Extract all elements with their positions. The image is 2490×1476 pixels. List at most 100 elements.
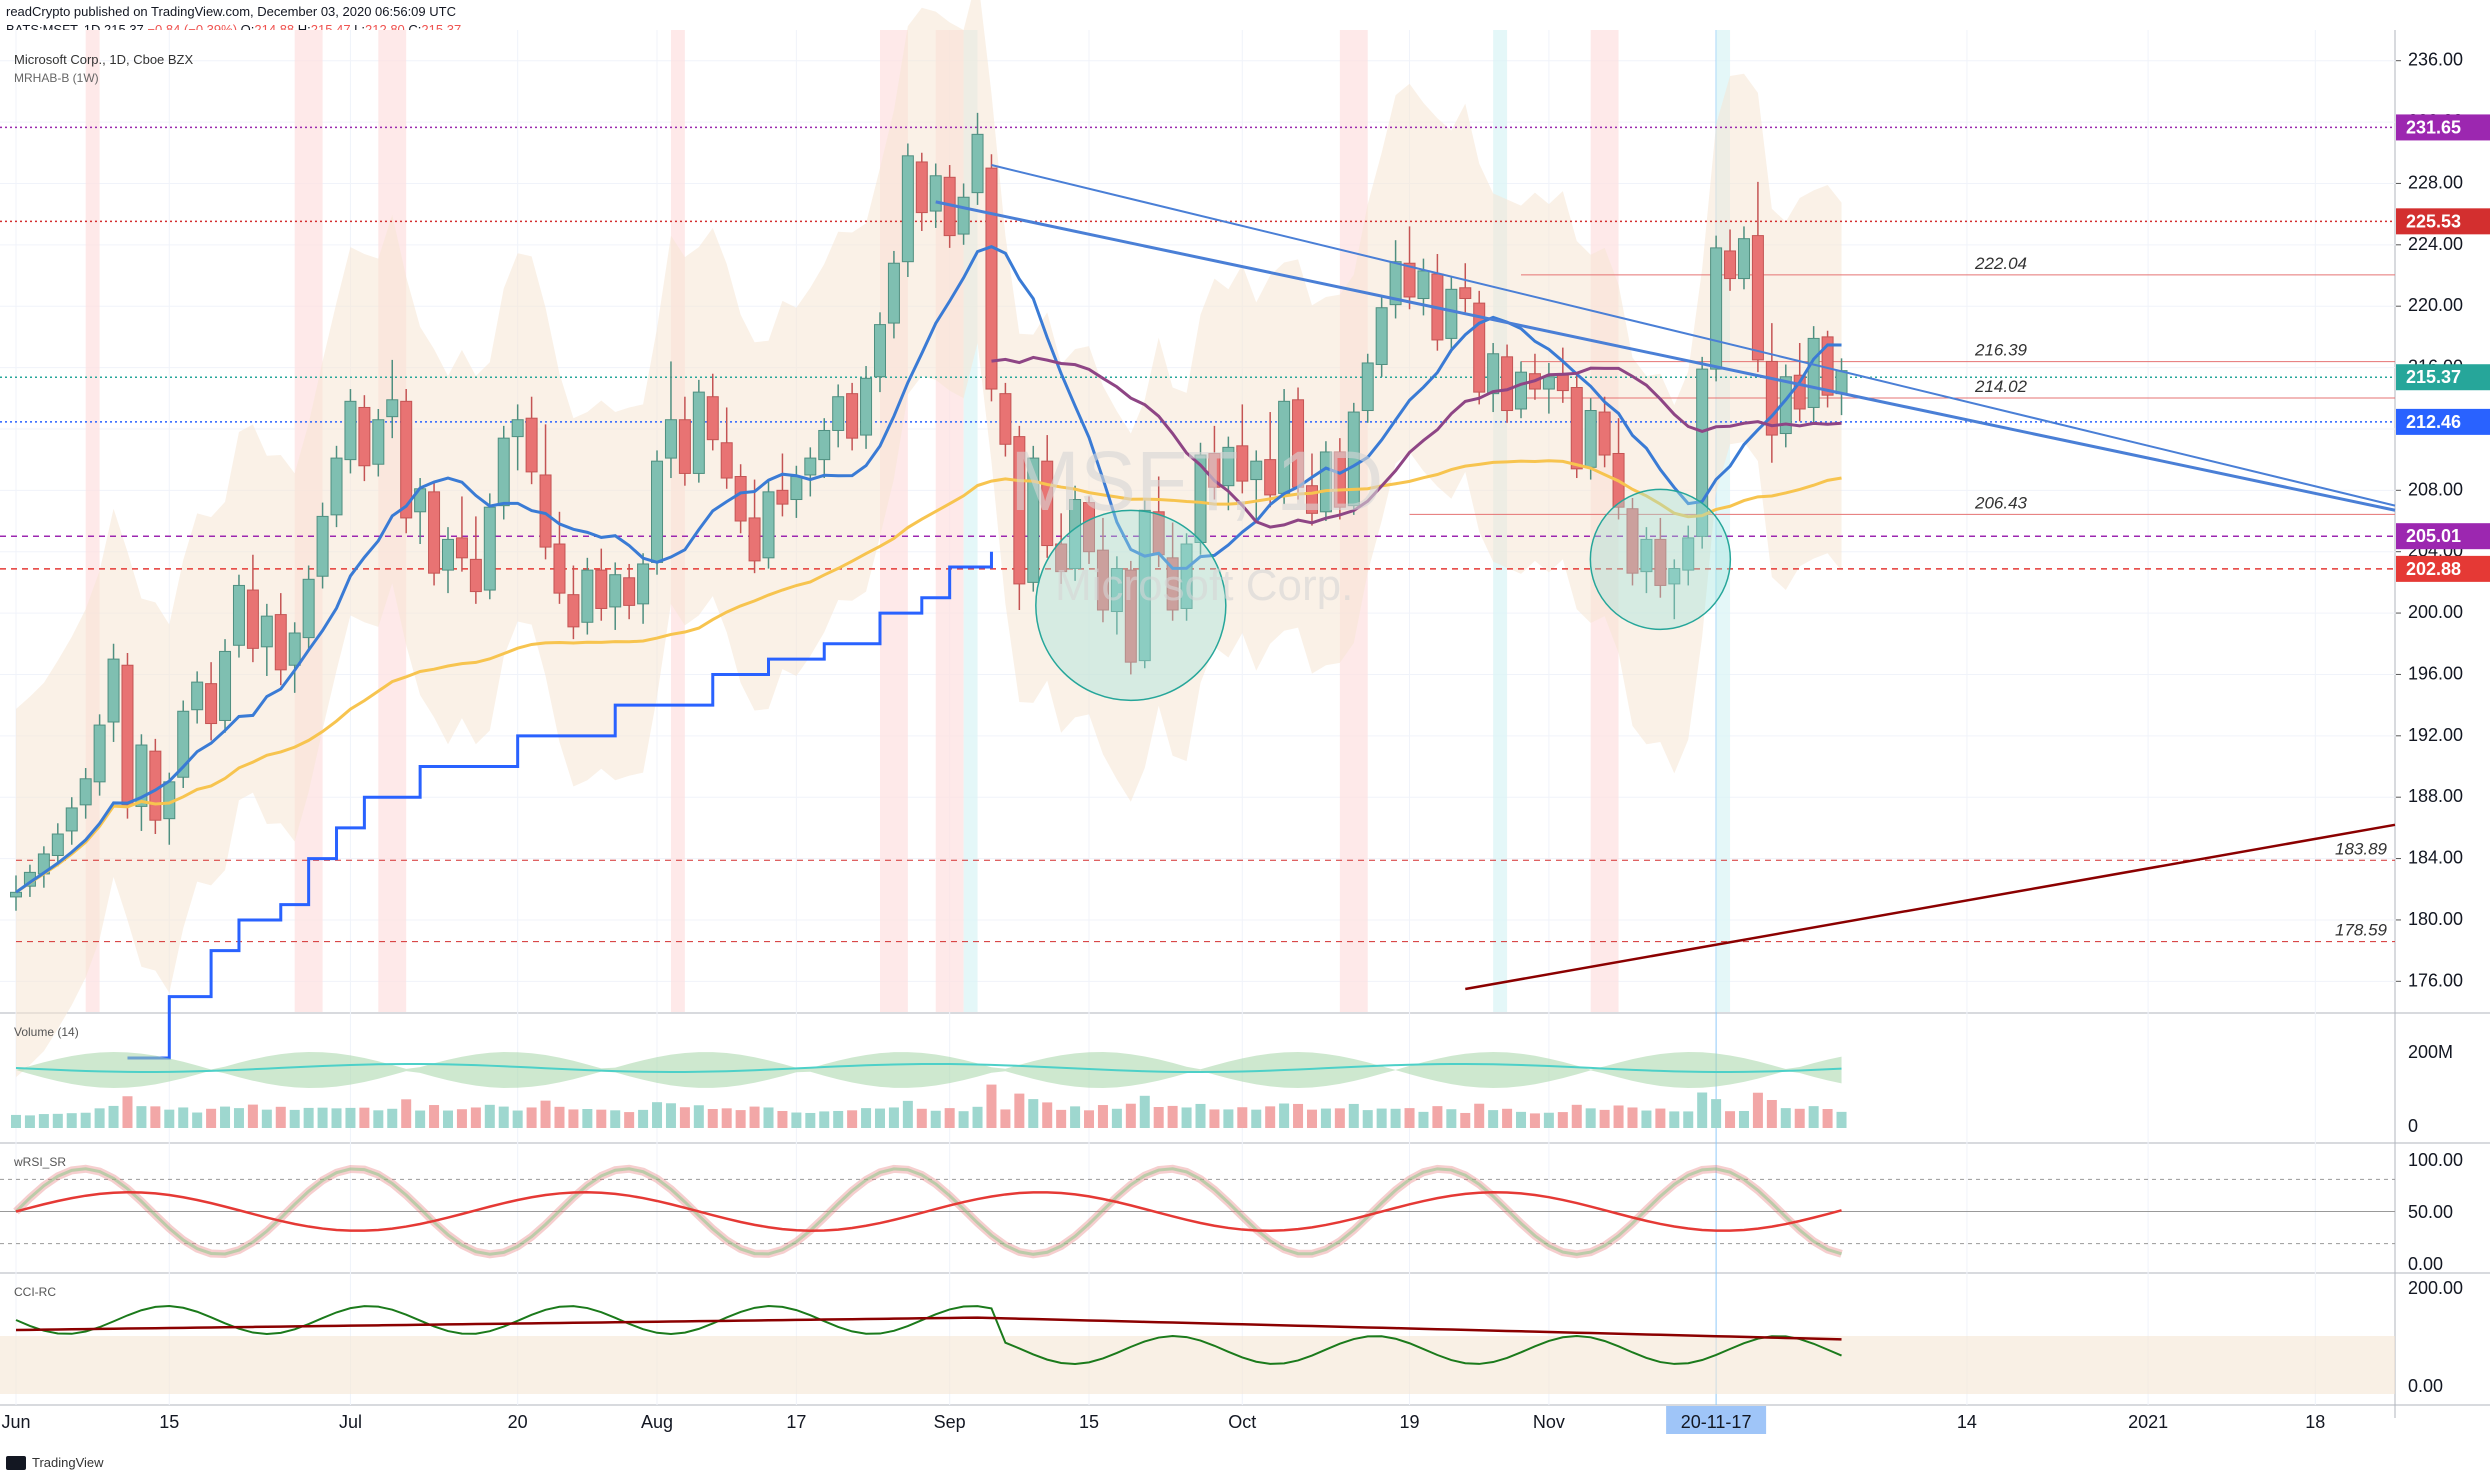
- candle-body: [915, 161, 928, 214]
- volume-bar: [1571, 1104, 1582, 1128]
- volume-bar: [1669, 1111, 1680, 1128]
- rsi-line: [14, 1167, 1842, 1256]
- price-level-badge: [2396, 208, 2490, 235]
- volume-bar: [1641, 1110, 1652, 1128]
- volume-bar: [303, 1107, 314, 1128]
- volume-bar: [1014, 1093, 1025, 1128]
- bottom-circle-right: [1589, 488, 1732, 631]
- x-tick-label: Aug: [641, 1412, 673, 1432]
- volume-bar: [373, 1110, 384, 1128]
- volume-bar: [1070, 1106, 1081, 1128]
- candle-body: [1417, 270, 1430, 300]
- candle-body: [623, 577, 636, 606]
- candle-body: [1696, 368, 1709, 537]
- volume-bar: [1529, 1113, 1540, 1128]
- volume-bar: [693, 1105, 704, 1128]
- candle-body: [288, 632, 301, 666]
- volume-bar: [1334, 1108, 1345, 1128]
- candle-body: [358, 406, 371, 467]
- candle-body: [985, 167, 998, 390]
- candle-body: [1375, 307, 1388, 365]
- volume-bar: [610, 1110, 621, 1128]
- candle-body: [121, 664, 134, 806]
- price-level-value: 215.37: [2406, 367, 2461, 387]
- candle-body: [1459, 287, 1472, 300]
- candle-body: [1765, 360, 1778, 436]
- candle-body: [567, 594, 580, 628]
- x-tick-label: Jul: [339, 1412, 362, 1432]
- volume-bar: [52, 1113, 63, 1128]
- volume-bar: [484, 1104, 495, 1128]
- candle-body: [776, 489, 789, 505]
- downtrend-line-lower: [935, 200, 2396, 512]
- volume-ma-line: [15, 1062, 1842, 1074]
- volume-pane-label: Volume (14): [14, 1025, 79, 1039]
- candle-body: [1737, 238, 1750, 280]
- candle-body: [79, 778, 92, 806]
- candle-body: [1724, 250, 1737, 280]
- y-tick-label: 188.00: [2408, 786, 2463, 806]
- volume-bar: [1460, 1112, 1471, 1128]
- candle-body: [664, 419, 677, 459]
- volume-bar: [679, 1107, 690, 1128]
- candle-body: [887, 262, 900, 324]
- volume-bar: [1766, 1099, 1777, 1128]
- candle-body: [1542, 376, 1555, 390]
- volume-bar: [707, 1109, 718, 1128]
- candle-body: [483, 506, 496, 591]
- volume-bar: [554, 1106, 565, 1128]
- volume-bar: [805, 1112, 816, 1128]
- volume-bar: [1752, 1092, 1763, 1128]
- volume-bar: [80, 1112, 91, 1128]
- volume-bar: [512, 1110, 523, 1128]
- candle-body: [302, 578, 315, 639]
- candle-body: [497, 437, 510, 507]
- volatility-cloud: [16, 0, 1842, 1078]
- candle-body: [344, 400, 357, 461]
- candle-body: [1473, 302, 1486, 393]
- volume-bar: [861, 1108, 872, 1128]
- volume-bar: [1683, 1111, 1694, 1128]
- volume-bar: [1237, 1107, 1248, 1128]
- candle-body: [1041, 460, 1054, 547]
- candle-body: [1807, 337, 1820, 408]
- price-level-value: 225.53: [2406, 211, 2461, 231]
- candle-body: [1793, 374, 1806, 410]
- volume-bar: [1390, 1108, 1401, 1128]
- candle-body: [1222, 446, 1235, 487]
- volume-bar: [652, 1102, 663, 1128]
- volume-axis-label: 200M: [2408, 1042, 2453, 1062]
- volume-bar: [1627, 1107, 1638, 1128]
- volume-bar: [791, 1112, 802, 1128]
- tradingview-brand[interactable]: TradingView: [6, 1455, 104, 1470]
- candle-body: [818, 429, 831, 461]
- candle-body: [971, 133, 984, 194]
- candle-body: [1027, 457, 1040, 583]
- candle-body: [316, 515, 329, 577]
- volume-bar: [721, 1108, 732, 1128]
- volume-bar: [596, 1109, 607, 1128]
- volume-bar: [1028, 1099, 1039, 1128]
- price-level-value: 202.88: [2406, 559, 2461, 579]
- volume-bar: [1738, 1110, 1749, 1128]
- candle-body: [1654, 538, 1667, 586]
- volume-bar: [1181, 1107, 1192, 1128]
- annotated-level-label: 222.04: [1974, 254, 2027, 273]
- candle-body: [107, 658, 120, 723]
- rsi-axis-label: 50.00: [2408, 1202, 2453, 1222]
- candle-body: [748, 517, 761, 562]
- watermark-name: Microsoft Corp.: [1055, 561, 1353, 610]
- tradingview-logo-icon: [6, 1455, 26, 1470]
- volume-band: [16, 1052, 1842, 1088]
- volume-bar: [387, 1108, 398, 1128]
- volume-bar: [1446, 1109, 1457, 1128]
- x-tick-label: 18: [2305, 1412, 2325, 1432]
- volume-bar: [38, 1114, 49, 1128]
- candle-body: [372, 419, 385, 465]
- candle-body: [51, 833, 64, 856]
- price-level-value: 205.01: [2406, 526, 2461, 546]
- candle-body: [1389, 261, 1402, 306]
- ma-purple-line: [991, 355, 1842, 529]
- candle-body: [1180, 543, 1193, 609]
